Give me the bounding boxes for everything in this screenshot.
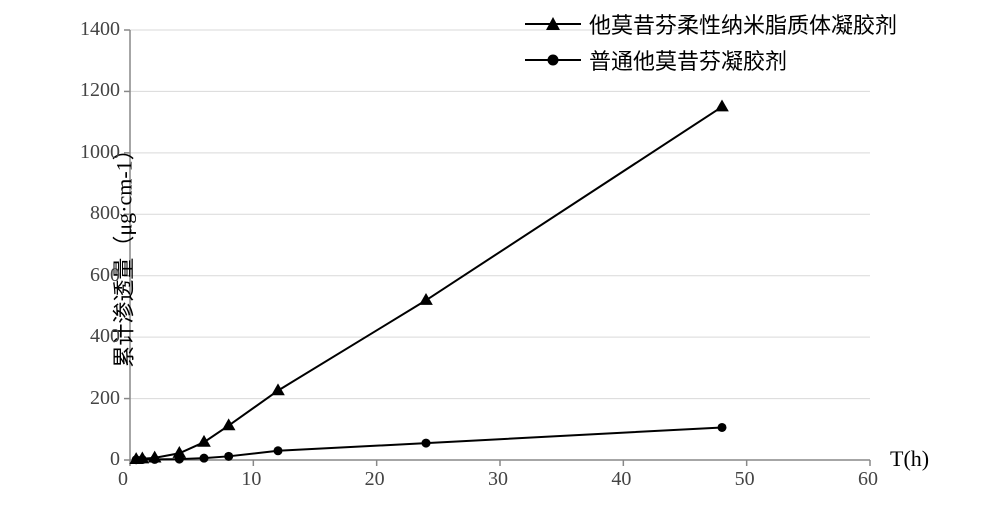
y-tick-label: 1200: [80, 79, 120, 102]
x-tick-label: 30: [488, 468, 508, 491]
legend-item-flex: 他莫昔芬柔性纳米脂质体凝胶剂: [525, 6, 897, 42]
x-tick-label: 40: [611, 468, 631, 491]
legend-item-plain: 普通他莫昔芬凝胶剂: [525, 42, 897, 78]
triangle-icon: [545, 16, 561, 32]
y-tick-label: 800: [90, 202, 120, 225]
chart-figure: 累计渗透量（μg·cm-1） T(h) 他莫昔芬柔性纳米脂质体凝胶剂 普通他莫昔…: [0, 0, 1000, 505]
y-tick-label: 1400: [80, 18, 120, 41]
x-axis-label: T(h): [890, 446, 929, 472]
y-tick-label: 200: [90, 387, 120, 410]
x-tick-label: 60: [858, 468, 878, 491]
y-tick-label: 600: [90, 264, 120, 287]
y-tick-label: 1000: [80, 141, 120, 164]
legend: 他莫昔芬柔性纳米脂质体凝胶剂 普通他莫昔芬凝胶剂: [525, 6, 897, 78]
y-tick-label: 400: [90, 325, 120, 348]
circle-icon: [546, 53, 560, 67]
x-tick-label: 20: [365, 468, 385, 491]
y-tick-label: 0: [110, 448, 120, 471]
legend-swatch-flex: [525, 12, 581, 36]
legend-swatch-plain: [525, 48, 581, 72]
legend-label-plain: 普通他莫昔芬凝胶剂: [589, 44, 787, 76]
legend-label-flex: 他莫昔芬柔性纳米脂质体凝胶剂: [589, 8, 897, 40]
x-tick-label: 10: [241, 468, 261, 491]
x-tick-label: 50: [735, 468, 755, 491]
x-tick-label: 0: [118, 468, 128, 491]
